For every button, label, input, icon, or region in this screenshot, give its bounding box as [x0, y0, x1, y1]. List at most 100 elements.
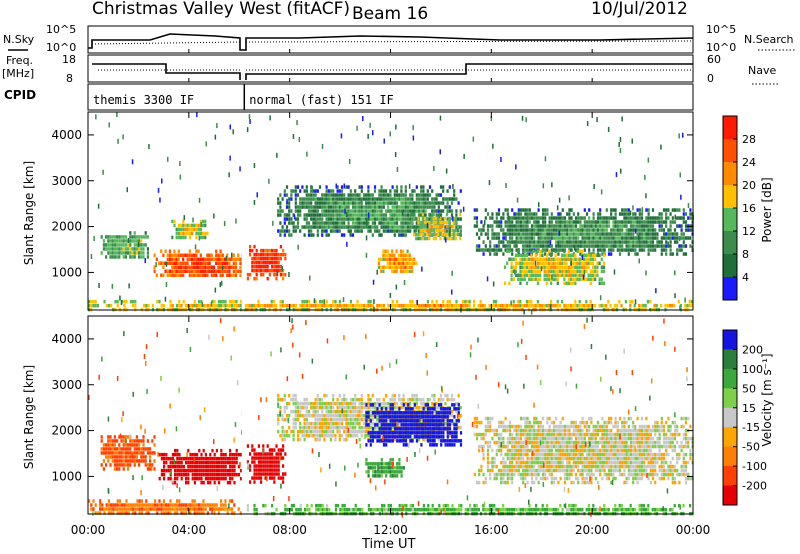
- power-cell: [321, 205, 324, 209]
- velocity-cell: [235, 460, 238, 465]
- power-speckle: [568, 195, 570, 201]
- power-cell: [684, 220, 688, 224]
- power-cell: [502, 236, 505, 240]
- power-cell: [204, 261, 207, 265]
- power-cell: [591, 273, 595, 277]
- velocity-cell: [218, 464, 221, 469]
- velocity-cell: [340, 421, 344, 426]
- power-cell: [556, 273, 559, 277]
- power-cell: [506, 249, 509, 253]
- velocity-cell: [404, 401, 407, 406]
- power-cell: [572, 253, 575, 257]
- power-speckle: [192, 217, 194, 223]
- power-cell: [255, 264, 258, 269]
- power-cell: [325, 213, 328, 217]
- power-cell: [556, 265, 559, 269]
- power-cell: [598, 261, 601, 265]
- power-cell: [325, 193, 328, 197]
- power-cell: [530, 261, 533, 265]
- power-cell: [579, 232, 582, 236]
- power-cell: [310, 217, 313, 221]
- power-cell: [506, 240, 509, 244]
- power-cell: [572, 277, 575, 281]
- velocity-cell: [323, 433, 326, 438]
- power-cell: [519, 208, 523, 212]
- power-cell: [475, 232, 479, 236]
- velocity-cell: [296, 429, 300, 434]
- velocity-cell: [251, 448, 254, 452]
- power-cell: [513, 216, 516, 220]
- power-cell: [570, 208, 573, 212]
- power-cell: [535, 220, 538, 224]
- power-cell: [391, 225, 394, 229]
- power-cell: [543, 269, 546, 273]
- power-cell: [533, 220, 536, 224]
- power-cell: [260, 256, 263, 261]
- velocity-cell: [165, 456, 168, 461]
- velocity-cell: [334, 433, 337, 438]
- velocity-cell: [321, 433, 324, 438]
- velocity-cell: [187, 476, 190, 481]
- velocity-cell: [120, 447, 123, 451]
- velocity-cell: [213, 472, 216, 477]
- power-cell: [134, 303, 137, 308]
- power-cell: [437, 205, 440, 209]
- power-cell: [244, 303, 247, 308]
- power-cell: [395, 265, 398, 269]
- power-cell: [649, 248, 652, 252]
- velocity-cell: [378, 405, 381, 410]
- power-cell: [393, 221, 396, 225]
- power-cell: [450, 209, 454, 213]
- power-cell: [522, 216, 525, 220]
- velocity-cell: [391, 403, 394, 407]
- power-cell: [528, 303, 531, 308]
- power-cell: [457, 303, 460, 308]
- power-cell: [636, 244, 639, 248]
- velocity-cell: [389, 407, 392, 411]
- power-cell: [410, 261, 414, 265]
- velocity-cell: [301, 401, 304, 406]
- power-speckle: [144, 258, 146, 264]
- power-cell: [581, 232, 584, 236]
- velocity-cell: [301, 413, 304, 418]
- power-cell: [168, 257, 172, 261]
- velocity-cell: [165, 452, 168, 457]
- power-cell: [396, 303, 399, 308]
- power-cell: [428, 185, 432, 189]
- power-cell: [395, 189, 399, 193]
- power-cell: [195, 261, 198, 265]
- power-cell: [536, 273, 540, 277]
- power-cell: [541, 244, 545, 248]
- power-cell: [515, 236, 518, 240]
- power-cell: [264, 252, 267, 257]
- velocity-cell: [193, 464, 196, 469]
- velocity-cell: [277, 413, 280, 418]
- velocity-cell: [171, 464, 174, 469]
- power-cell: [120, 251, 123, 255]
- power-cell: [510, 303, 513, 308]
- power-cell: [623, 220, 626, 224]
- power-cell: [358, 229, 361, 233]
- velocity-cell: [182, 472, 185, 477]
- power-cell: [316, 213, 319, 217]
- power-speckle: [403, 280, 406, 285]
- power-cell: [607, 232, 611, 236]
- velocity-cell: [271, 456, 274, 460]
- power-speckle: [231, 252, 233, 258]
- power-cell: [445, 232, 449, 237]
- velocity-cell: [334, 425, 337, 430]
- power-cell: [482, 248, 485, 252]
- power-speckle: [492, 143, 494, 149]
- power-cell: [568, 228, 571, 232]
- velocity-cell: [402, 423, 405, 427]
- velocity-cell: [220, 460, 223, 465]
- power-cell: [423, 228, 427, 233]
- power-cell: [294, 225, 297, 229]
- power-cell: [290, 189, 293, 193]
- power-speckle: [248, 114, 251, 120]
- power-cell: [338, 189, 341, 193]
- power-speckle: [463, 153, 465, 159]
- power-cell: [446, 189, 449, 193]
- velocity-cell: [455, 401, 458, 406]
- power-cell: [129, 299, 132, 304]
